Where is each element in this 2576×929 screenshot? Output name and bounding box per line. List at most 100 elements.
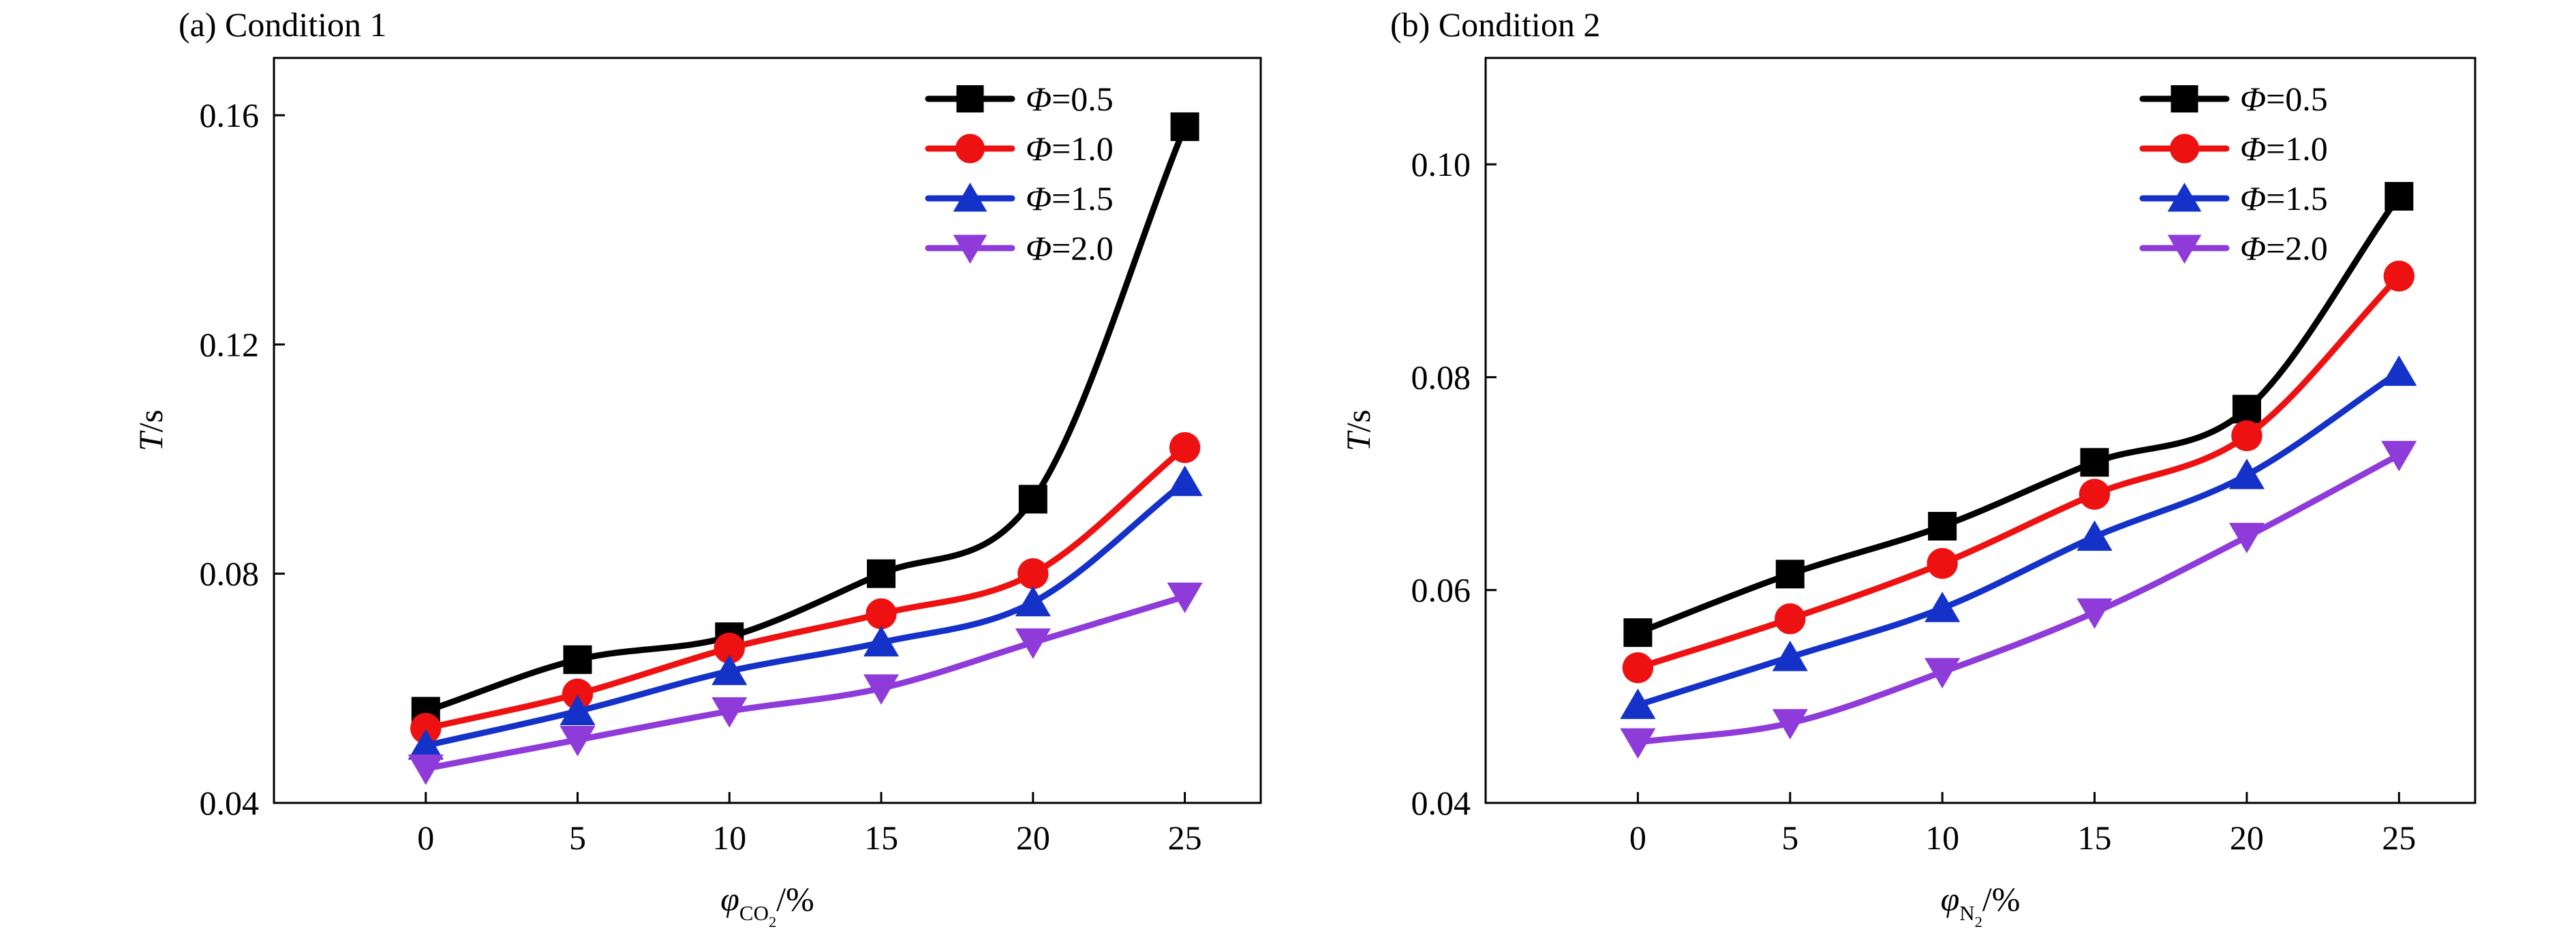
data-point <box>1775 560 1805 589</box>
data-point <box>2383 260 2414 292</box>
legend-label: Φ=1.0 <box>1026 130 1114 168</box>
data-point <box>711 697 748 728</box>
data-point <box>1018 485 1047 514</box>
data-point <box>1925 658 1961 689</box>
y-axis-symbol: T <box>132 430 170 451</box>
data-point <box>1622 652 1654 684</box>
x-axis-subscript: N <box>1959 901 1974 925</box>
y-tick-label: 0.10 <box>1411 145 1471 183</box>
data-point <box>2381 440 2417 472</box>
legend-item: Φ=1.0 <box>2139 130 2328 168</box>
data-point <box>863 674 900 705</box>
legend-symbol: Φ <box>2240 179 2266 217</box>
x-axis-symbol: φ <box>1941 880 1960 918</box>
data-point <box>1775 603 1806 635</box>
y-tick-label: 0.16 <box>200 96 260 134</box>
data-point <box>1015 585 1051 617</box>
legend-marker <box>953 234 987 264</box>
series-0 <box>1623 181 2414 648</box>
plot-frame <box>273 57 1262 804</box>
legend-marker <box>2167 183 2202 212</box>
legend: Φ=0.5Φ=1.0Φ=1.5Φ=2.0 <box>925 80 1114 267</box>
legend-value: =1.0 <box>2266 130 2328 168</box>
legend-label: Φ=1.0 <box>2240 130 2328 168</box>
data-point <box>1167 466 1203 496</box>
legend-value: =2.0 <box>2266 229 2328 267</box>
legend-label: Φ=2.0 <box>1026 229 1114 267</box>
x-tick-label: 5 <box>569 819 586 857</box>
x-tick-label: 0 <box>1629 819 1646 857</box>
legend-symbol: Φ <box>1026 179 1052 217</box>
chart-panel-b: (b) Condition 2 0 5 10 15 20 25 0.04 0.06 0.08 0.1… <box>1339 5 2477 929</box>
data-point <box>1927 547 1958 579</box>
legend-item: Φ=0.5 <box>925 80 1114 118</box>
x-axis-label: φN2/% <box>1941 880 2021 929</box>
legend-symbol: Φ <box>1026 229 1052 267</box>
data-point <box>563 645 592 674</box>
data-point <box>1620 728 1656 759</box>
y-tick-label: 0.08 <box>200 555 260 593</box>
data-point <box>1928 512 1957 541</box>
data-point <box>1772 640 1808 671</box>
data-point <box>1623 618 1653 648</box>
data-point <box>559 725 596 757</box>
x-axis-subscript-sub: 2 <box>1975 913 1982 929</box>
legend-symbol: Φ <box>2240 130 2266 168</box>
legend-label: Φ=0.5 <box>1026 80 1114 118</box>
series-line <box>423 444 1189 732</box>
x-axis-subscript: CO <box>739 901 769 925</box>
legend-item: Φ=2.0 <box>2139 229 2328 267</box>
legend-marker <box>953 183 987 212</box>
legend-item: Φ=1.0 <box>925 130 1114 168</box>
x-axis-unit: /% <box>1982 880 2021 918</box>
series-line <box>423 478 1189 749</box>
legend-label: Φ=0.5 <box>2240 80 2328 118</box>
x-tick-label: 20 <box>1016 819 1050 857</box>
y-tick-label: 0.04 <box>200 784 260 822</box>
x-axis-unit: /% <box>776 880 814 918</box>
data-point <box>1167 582 1203 613</box>
legend-marker <box>2167 234 2202 264</box>
y-axis-unit: /s <box>1339 410 1377 432</box>
data-point <box>1017 558 1049 590</box>
legend-value: =1.5 <box>2266 179 2328 217</box>
chart-panel-a: (a) Condition 1 0 5 10 15 20 25 0.04 0.08 0.12 0.1… <box>132 5 1262 929</box>
legend-value: =1.5 <box>1052 179 1114 217</box>
series-3 <box>408 582 1203 785</box>
data-point <box>1772 709 1808 740</box>
y-axis-label: T/s <box>1339 410 1377 451</box>
legend-marker <box>955 134 985 164</box>
x-tick-label: 25 <box>1168 819 1202 857</box>
data-point <box>1925 592 1961 622</box>
data-point <box>562 678 594 710</box>
data-point <box>2079 478 2111 510</box>
legend-symbol: Φ <box>2240 80 2266 118</box>
x-axis-subscript-sub: 2 <box>769 913 776 929</box>
x-tick-label: 15 <box>2078 819 2112 857</box>
x-axis-label: φCO2/% <box>720 880 814 929</box>
panel-label: (b) Condition 2 <box>1390 5 1600 44</box>
data-point <box>2228 523 2265 553</box>
data-point <box>408 729 444 760</box>
data-point <box>714 633 745 664</box>
y-axis-symbol: T <box>1339 430 1377 451</box>
series-3 <box>1620 440 2417 759</box>
data-point <box>711 654 748 686</box>
x-tick-label: 5 <box>1781 819 1798 857</box>
y-tick-label: 0.08 <box>1411 358 1471 396</box>
legend-value: =0.5 <box>2266 80 2328 118</box>
data-point <box>408 755 444 785</box>
y-tick-label: 0.04 <box>1411 784 1471 822</box>
data-point <box>1170 112 1199 141</box>
data-point <box>2228 458 2265 489</box>
data-point <box>2076 598 2113 629</box>
series-line <box>1634 273 2402 671</box>
data-point <box>559 695 596 726</box>
legend-value: =0.5 <box>1052 80 1114 118</box>
data-point <box>2080 448 2109 477</box>
y-tick-label: 0.06 <box>1411 571 1471 609</box>
legend-symbol: Φ <box>2240 229 2266 267</box>
x-tick-label: 15 <box>864 819 898 857</box>
series-line <box>423 593 1189 772</box>
